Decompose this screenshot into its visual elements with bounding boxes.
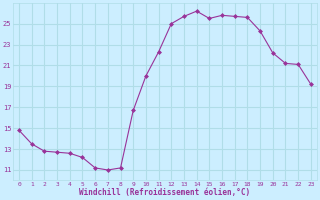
- X-axis label: Windchill (Refroidissement éolien,°C): Windchill (Refroidissement éolien,°C): [79, 188, 251, 197]
